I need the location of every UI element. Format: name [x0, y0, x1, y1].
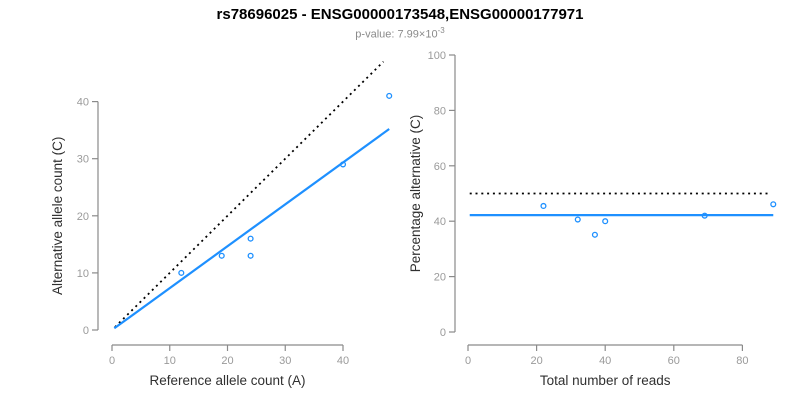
y-tick-label: 0: [83, 325, 89, 337]
data-point: [247, 252, 254, 259]
data-point: [701, 212, 708, 219]
chart-subtitle: p-value: 7.99×10-3: [0, 26, 800, 41]
y-tick-label: 100: [428, 50, 446, 62]
data-point: [339, 161, 347, 168]
x-tick-label: 20: [530, 355, 542, 367]
data-point: [540, 202, 547, 210]
y-tick-label: 20: [434, 272, 446, 284]
data-point: [602, 218, 609, 225]
identity-line: [114, 60, 385, 328]
y-tick-label: 40: [77, 97, 89, 109]
y-tick-label: 30: [77, 154, 89, 166]
y-tick-label: 40: [434, 216, 446, 228]
data-point: [770, 201, 777, 208]
p-value-exponent: -3: [437, 26, 445, 35]
data-point: [386, 92, 393, 99]
data-point: [218, 252, 225, 259]
y-axis-title: Percentage alternative (C): [408, 115, 423, 273]
y-tick-label: 20: [77, 211, 89, 223]
x-tick-label: 40: [599, 355, 611, 367]
x-tick-label: 0: [109, 355, 115, 367]
data-point: [247, 235, 254, 242]
y-tick-label: 10: [77, 268, 89, 280]
x-tick-label: 20: [221, 355, 233, 367]
chart-title: rs78696025 - ENSG00000173548,ENSG0000017…: [216, 6, 584, 23]
x-tick-label: 10: [164, 355, 176, 367]
y-tick-label: 60: [434, 161, 446, 173]
fit-line: [113, 128, 390, 330]
y-tick-label: 0: [440, 327, 446, 339]
x-tick-label: 0: [465, 355, 471, 367]
y-axis-title: Alternative allele count (C): [50, 137, 65, 295]
data-point: [591, 231, 598, 238]
y-tick-label: 80: [434, 105, 446, 117]
data-point: [574, 216, 581, 223]
x-axis-title: Total number of reads: [540, 373, 671, 388]
x-tick-label: 60: [668, 355, 680, 367]
x-axis-title: Reference allele count (A): [149, 373, 305, 388]
x-tick-label: 80: [736, 355, 748, 367]
p-value-text: p-value: 7.99×10: [355, 28, 438, 41]
data-point: [178, 269, 185, 276]
x-tick-label: 40: [337, 355, 349, 367]
x-tick-label: 30: [279, 355, 291, 367]
